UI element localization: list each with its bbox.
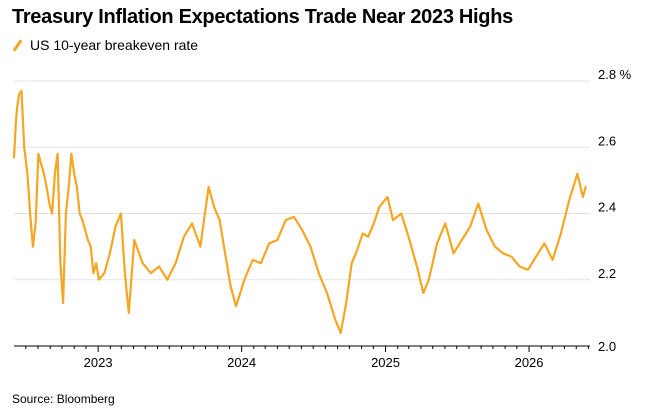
y-tick-label: 2.4 — [598, 200, 616, 215]
y-tick-label: 2.0 — [598, 339, 616, 354]
x-tick-label: 2023 — [84, 355, 113, 370]
x-tick-label: 2025 — [371, 355, 400, 370]
x-tick-label: 2026 — [515, 355, 544, 370]
series-line — [12, 89, 587, 334]
legend: US 10-year breakeven rate — [12, 37, 198, 53]
y-tick-label: 2.8 % — [598, 67, 632, 82]
chart-title: Treasury Inflation Expectations Trade Ne… — [12, 6, 513, 28]
y-tick-label: 2.6 — [598, 133, 616, 148]
source-note: Source: Bloomberg — [12, 392, 115, 406]
x-tick-label: 2024 — [227, 355, 256, 370]
y-tick-label: 2.2 — [598, 266, 616, 281]
legend-label: US 10-year breakeven rate — [30, 37, 199, 53]
